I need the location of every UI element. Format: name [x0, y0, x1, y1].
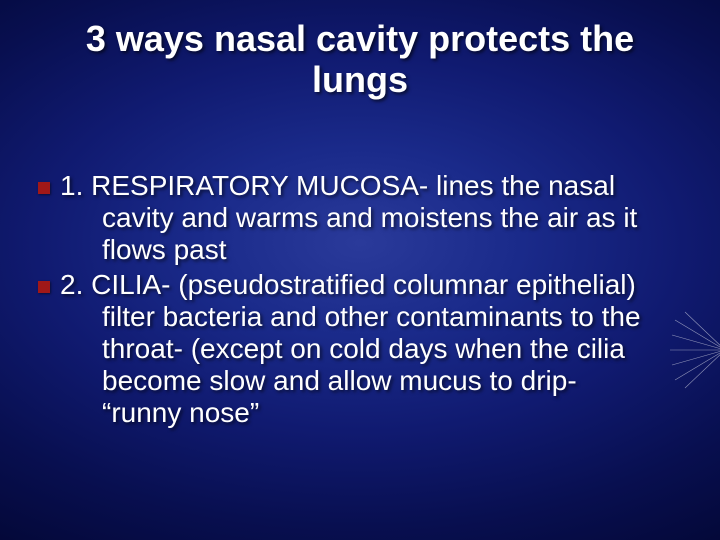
list-item-text: 2. CILIA- (pseudostratified columnar epi… — [60, 269, 660, 430]
bullet-icon — [38, 182, 50, 194]
slide-body: 1. RESPIRATORY MUCOSA- lines the nasal c… — [38, 170, 660, 432]
item-number: 1. — [60, 170, 83, 201]
item-number: 2. — [60, 269, 83, 300]
bullet-icon — [38, 281, 50, 293]
item-body: RESPIRATORY MUCOSA- lines the nasal cavi… — [91, 170, 637, 265]
list-item: 1. RESPIRATORY MUCOSA- lines the nasal c… — [38, 170, 660, 267]
item-body: CILIA- (pseudostratified columnar epithe… — [91, 269, 640, 429]
slide-title: 3 ways nasal cavity protects the lungs — [60, 18, 660, 101]
list-item: 2. CILIA- (pseudostratified columnar epi… — [38, 269, 660, 430]
slide: 3 ways nasal cavity protects the lungs 1… — [0, 0, 720, 540]
list-item-text: 1. RESPIRATORY MUCOSA- lines the nasal c… — [60, 170, 660, 267]
lens-flare-icon — [670, 310, 720, 390]
